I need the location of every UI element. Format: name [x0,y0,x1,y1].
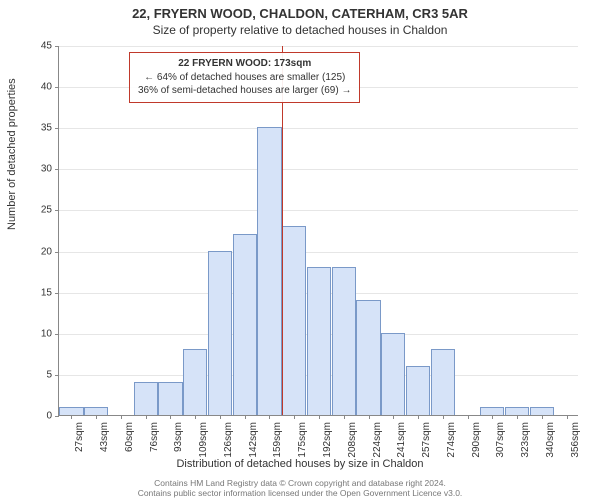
xtick-label: 76sqm [149,422,160,452]
ytick-mark [55,252,59,253]
ytick-label: 20 [28,246,52,257]
legend-line-2: ← 64% of detached houses are smaller (12… [138,71,351,85]
xtick-label: 340sqm [545,422,556,458]
ytick-mark [55,375,59,376]
gridline-h [59,210,578,211]
xtick-label: 27sqm [74,422,85,452]
histogram-bar [84,407,108,415]
ytick-label: 35 [28,123,52,134]
ytick-label: 30 [28,164,52,175]
xtick-mark [121,415,122,419]
xtick-label: 257sqm [421,422,432,458]
x-axis-label: Distribution of detached houses by size … [0,458,600,470]
ytick-mark [55,416,59,417]
ytick-label: 15 [28,287,52,298]
gridline-h [59,169,578,170]
xtick-label: 159sqm [272,422,283,458]
ytick-label: 25 [28,205,52,216]
gridline-h [59,252,578,253]
histogram-bar [406,366,430,415]
histogram-bar [208,251,232,415]
xtick-mark [146,415,147,419]
histogram-bar [332,267,356,415]
xtick-label: 126sqm [223,422,234,458]
xtick-mark [542,415,543,419]
xtick-label: 192sqm [322,422,333,458]
ytick-mark [55,87,59,88]
xtick-label: 307sqm [495,422,506,458]
histogram-bar [233,234,257,415]
chart-title-sub: Size of property relative to detached ho… [0,23,600,37]
histogram-bar [431,349,455,415]
histogram-bar [530,407,554,415]
ytick-mark [55,334,59,335]
histogram-bar [183,349,207,415]
ytick-mark [55,169,59,170]
ytick-label: 5 [28,369,52,380]
xtick-mark [170,415,171,419]
xtick-mark [468,415,469,419]
ytick-label: 40 [28,82,52,93]
xtick-label: 323sqm [520,422,531,458]
xtick-label: 43sqm [99,422,110,452]
xtick-mark [294,415,295,419]
legend-line-1: 22 FRYERN WOOD: 173sqm [138,57,351,71]
ytick-label: 45 [28,41,52,52]
y-axis-label: Number of detached properties [6,78,18,230]
histogram-bar [480,407,504,415]
ytick-mark [55,210,59,211]
xtick-label: 208sqm [347,422,358,458]
xtick-mark [418,415,419,419]
gridline-h [59,128,578,129]
xtick-mark [96,415,97,419]
xtick-mark [492,415,493,419]
xtick-mark [443,415,444,419]
footer-attribution: Contains HM Land Registry data © Crown c… [0,478,600,498]
histogram-bar [282,226,306,415]
xtick-label: 356sqm [570,422,581,458]
xtick-mark [71,415,72,419]
xtick-label: 290sqm [471,422,482,458]
xtick-label: 175sqm [297,422,308,458]
xtick-label: 274sqm [446,422,457,458]
xtick-mark [269,415,270,419]
ytick-mark [55,46,59,47]
ytick-mark [55,128,59,129]
xtick-label: 93sqm [173,422,184,452]
xtick-mark [195,415,196,419]
xtick-label: 241sqm [396,422,407,458]
histogram-bar [158,382,182,415]
histogram-bar [356,300,380,415]
xtick-mark [393,415,394,419]
xtick-label: 109sqm [198,422,209,458]
histogram-bar [59,407,83,415]
xtick-mark [369,415,370,419]
xtick-label: 224sqm [372,422,383,458]
xtick-label: 142sqm [248,422,259,458]
ytick-label: 10 [28,328,52,339]
chart-title-main: 22, FRYERN WOOD, CHALDON, CATERHAM, CR3 … [0,6,600,21]
footer-line-1: Contains HM Land Registry data © Crown c… [0,478,600,488]
xtick-mark [517,415,518,419]
footer-line-2: Contains public sector information licen… [0,488,600,498]
ytick-mark [55,293,59,294]
xtick-mark [220,415,221,419]
legend-box: 22 FRYERN WOOD: 173sqm← 64% of detached … [129,52,360,103]
ytick-label: 0 [28,411,52,422]
xtick-mark [344,415,345,419]
histogram-bar [381,333,405,415]
xtick-label: 60sqm [124,422,135,452]
legend-line-3: 36% of semi-detached houses are larger (… [138,84,351,98]
xtick-mark [567,415,568,419]
xtick-mark [245,415,246,419]
histogram-bar [307,267,331,415]
histogram-bar [505,407,529,415]
plot-area: 27sqm43sqm60sqm76sqm93sqm109sqm126sqm142… [58,46,578,416]
chart-area: 27sqm43sqm60sqm76sqm93sqm109sqm126sqm142… [58,46,578,416]
histogram-bar [257,127,281,415]
xtick-mark [319,415,320,419]
gridline-h [59,46,578,47]
histogram-bar [134,382,158,415]
